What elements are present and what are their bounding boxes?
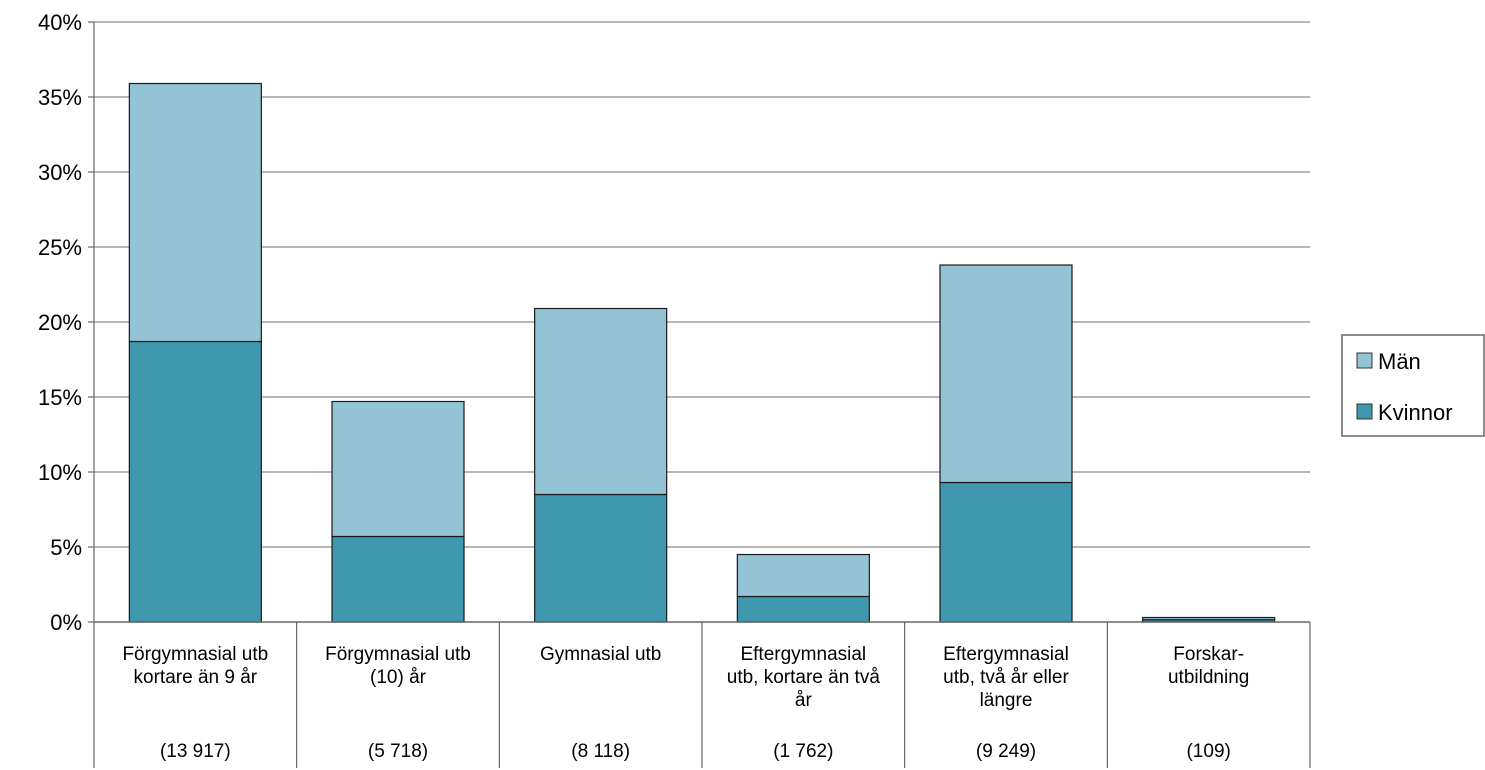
bar-man bbox=[1142, 616, 1276, 621]
y-tick-label: 5% bbox=[50, 535, 82, 560]
y-tick-label: 25% bbox=[38, 235, 82, 260]
bar-kvinnor bbox=[736, 595, 870, 623]
y-tick-label: 0% bbox=[50, 610, 82, 635]
legend-label-man: Män bbox=[1378, 349, 1421, 374]
category-count: (9 249) bbox=[976, 741, 1036, 762]
category-label: utbildning bbox=[1168, 667, 1249, 688]
bar-man bbox=[128, 82, 262, 343]
bar-kvinnor bbox=[534, 493, 668, 623]
category-count: (109) bbox=[1186, 741, 1230, 762]
category-count: (8 118) bbox=[571, 741, 630, 762]
bar-kvinnor bbox=[331, 535, 465, 623]
y-tick-label: 35% bbox=[38, 85, 82, 110]
bar-man bbox=[736, 553, 870, 598]
bar-man bbox=[534, 307, 668, 496]
category-count: (5 718) bbox=[368, 741, 428, 762]
category-count: (13 917) bbox=[160, 741, 231, 762]
category-label: utb, två år eller bbox=[943, 667, 1069, 688]
category-label: Gymnasial utb bbox=[540, 644, 661, 665]
category-count: (1 762) bbox=[773, 741, 833, 762]
category-label: Förgymnasial utb bbox=[122, 644, 268, 665]
y-tick-label: 20% bbox=[38, 310, 82, 335]
category-label: kortare än 9 år bbox=[134, 667, 258, 688]
bar-kvinnor bbox=[939, 481, 1073, 623]
y-axis: 0% 5% 10% 15% 20% 25% 30% 35% 40% bbox=[38, 10, 95, 768]
y-tick-label: 40% bbox=[38, 10, 82, 35]
category-label: Eftergymnasial bbox=[740, 644, 866, 665]
category-label: Förgymnasial utb bbox=[325, 644, 471, 665]
bars bbox=[128, 82, 1276, 623]
bar-man bbox=[939, 264, 1073, 484]
y-tick-label: 10% bbox=[38, 460, 82, 485]
category-label: (10) år bbox=[370, 667, 427, 688]
category-label: Eftergymnasial bbox=[943, 644, 1069, 665]
category-label: år bbox=[795, 690, 813, 711]
legend-swatch-kvinnor bbox=[1356, 403, 1373, 420]
gridlines bbox=[94, 21, 1310, 548]
legend-label-kvinnor: Kvinnor bbox=[1378, 400, 1453, 425]
category-label: Forskar- bbox=[1173, 644, 1244, 665]
category-label: längre bbox=[980, 690, 1033, 711]
y-tick-label: 30% bbox=[38, 160, 82, 185]
category-label: utb, kortare än två bbox=[727, 667, 881, 688]
y-tick-label: 15% bbox=[38, 385, 82, 410]
legend-swatch-man bbox=[1356, 352, 1373, 369]
legend: Män Kvinnor bbox=[1341, 334, 1485, 437]
bar-kvinnor bbox=[128, 340, 262, 623]
bar-man bbox=[331, 400, 465, 538]
